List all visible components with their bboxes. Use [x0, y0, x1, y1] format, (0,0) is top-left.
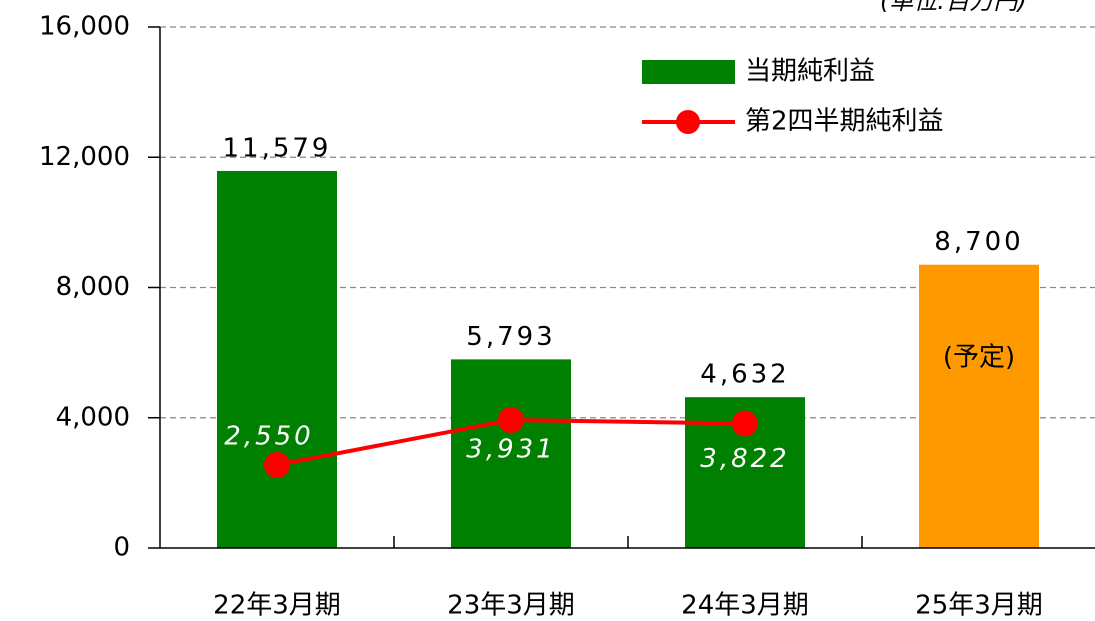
- data-label: 5,793: [466, 322, 555, 352]
- y-tick-label: 8,000: [56, 272, 130, 302]
- legend-swatch: [642, 60, 735, 84]
- bar: [217, 170, 337, 549]
- y-tick-label: 4,000: [56, 402, 130, 432]
- bar: [451, 359, 571, 548]
- legend-marker: [676, 110, 700, 134]
- data-label: 3,822: [700, 444, 789, 474]
- annotation: (予定): [943, 343, 1015, 373]
- x-tick-label: 25年3月期: [915, 591, 1043, 621]
- bar: [919, 264, 1039, 548]
- line-point: [264, 451, 290, 478]
- data-label: 3,931: [466, 434, 555, 464]
- legend-label: 当期純利益: [745, 57, 875, 87]
- x-tick-label: 22年3月期: [213, 591, 341, 621]
- x-tick-label: 23年3月期: [447, 591, 575, 621]
- data-label: 2,550: [224, 421, 313, 451]
- y-tick-label: 0: [113, 533, 130, 563]
- x-tick-label: 24年3月期: [681, 591, 809, 621]
- legend-label: 第2四半期純利益: [745, 107, 944, 137]
- unit-label: (単位:百万円): [880, 0, 1027, 15]
- line-point: [498, 406, 524, 433]
- y-tick-label: 16,000: [39, 12, 130, 42]
- data-label: 4,632: [700, 360, 789, 390]
- y-tick-label: 12,000: [39, 142, 130, 172]
- line-point: [732, 410, 758, 437]
- data-label: 11,579: [223, 133, 332, 163]
- data-label: 8,700: [934, 227, 1023, 257]
